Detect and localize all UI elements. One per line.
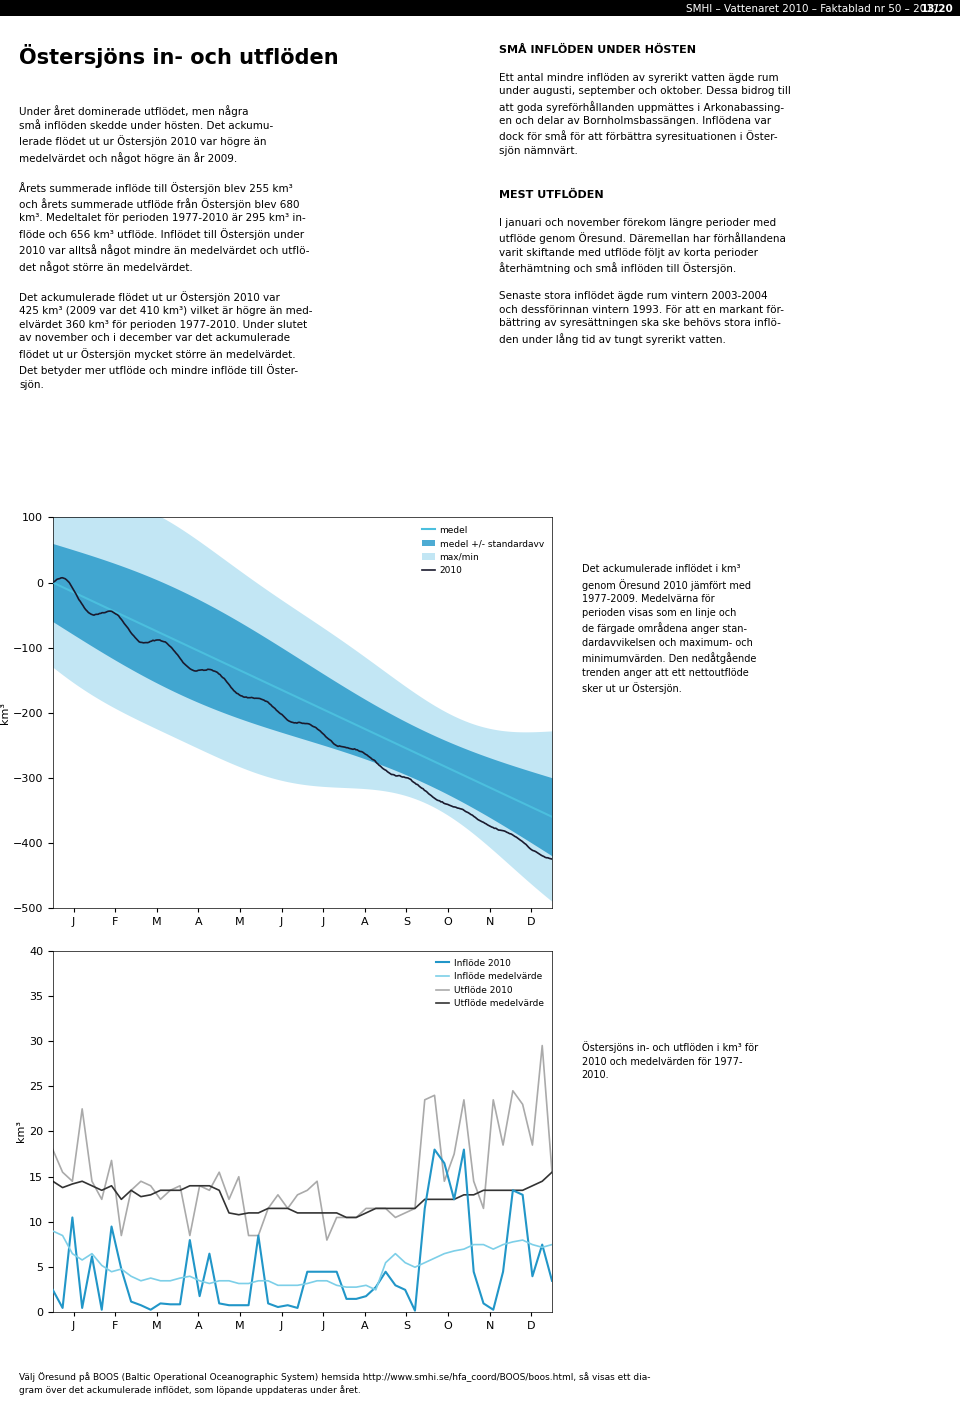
Text: MEST UTFLÖDEN: MEST UTFLÖDEN — [499, 189, 604, 199]
Text: SMHI – Vattenaret 2010 – Faktablad nr 50 – 2011: SMHI – Vattenaret 2010 – Faktablad nr 50… — [685, 4, 946, 14]
Y-axis label: km³: km³ — [16, 1121, 26, 1142]
Text: Under året dominerade utflödet, men några
små inflöden skedde under hösten. Det : Under året dominerade utflödet, men någr… — [19, 105, 313, 390]
Text: I januari och november förekom längre perioder med
utflöde genom Öresund. Däreme: I januari och november förekom längre pe… — [499, 218, 786, 344]
Y-axis label: km³: km³ — [0, 701, 10, 724]
Text: SMÅ INFLÖDEN UNDER HÖSTEN: SMÅ INFLÖDEN UNDER HÖSTEN — [499, 44, 696, 54]
Text: Ett antal mindre inflöden av syrerikt vatten ägde rum
under augusti, september o: Ett antal mindre inflöden av syrerikt va… — [499, 73, 791, 156]
Text: Östersjöns in- och utflöden i km³ för
2010 och medelvärden för 1977-
2010.: Östersjöns in- och utflöden i km³ för 20… — [582, 1041, 757, 1081]
Legend: Inflöde 2010, Inflöde medelvärde, Utflöde 2010, Utflöde medelvärde: Inflöde 2010, Inflöde medelvärde, Utflöd… — [432, 956, 547, 1012]
Bar — [0, 0, 960, 16]
Text: 13/20: 13/20 — [921, 4, 953, 14]
Legend: medel, medel +/- standardavv, max/min, 2010: medel, medel +/- standardavv, max/min, 2… — [418, 522, 547, 579]
Text: Det ackumulerade inflödet i km³
genom Öresund 2010 jämfört med
1977-2009. Medelv: Det ackumulerade inflödet i km³ genom Ör… — [582, 565, 756, 694]
Text: Östersjöns in- och utflöden: Östersjöns in- och utflöden — [19, 44, 339, 68]
Text: Välj Öresund på BOOS (Baltic Operational Oceanographic System) hemsida http://ww: Välj Öresund på BOOS (Baltic Operational… — [19, 1372, 651, 1395]
